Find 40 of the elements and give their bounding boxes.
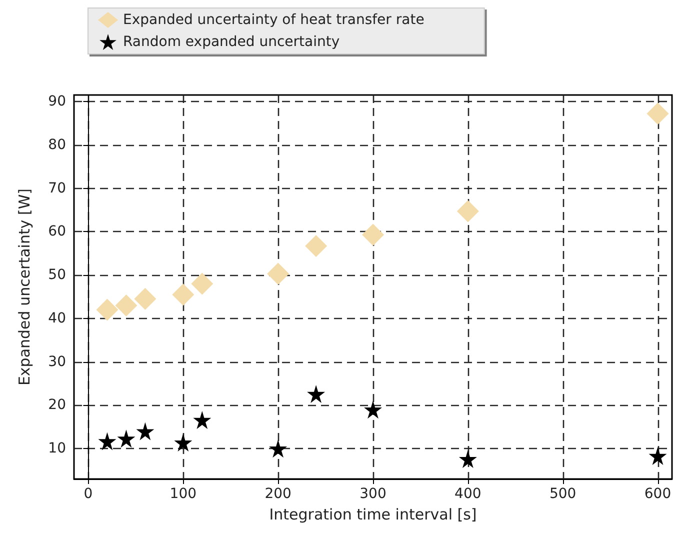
point [646, 102, 669, 125]
point [172, 284, 194, 306]
y-tick-label: 20 [48, 397, 66, 414]
legend-label: Random expanded uncertainty [123, 34, 340, 50]
point [269, 440, 288, 458]
point [456, 200, 479, 222]
x-tick-label: 0 [84, 486, 93, 502]
x-tick-label: 100 [170, 486, 197, 502]
y-tick-label: 80 [48, 136, 66, 153]
x-tick-label: 400 [454, 486, 482, 502]
x-tick-label: 200 [264, 486, 292, 502]
y-tick-label: 60 [48, 224, 66, 240]
point [267, 262, 290, 285]
y-tick-label: 30 [48, 354, 66, 370]
point [136, 422, 154, 440]
point [648, 447, 667, 466]
y-tick-label: 90 [48, 94, 66, 110]
point [307, 384, 326, 403]
y-tick-label: 40 [48, 310, 66, 326]
x-tick-label: 600 [644, 486, 672, 502]
y-tick-label: 10 [48, 440, 66, 457]
point [115, 294, 138, 316]
y-tick-label: 50 [48, 267, 66, 284]
point [191, 272, 214, 295]
y-tick-label: 70 [48, 180, 66, 196]
point [117, 430, 136, 448]
point [458, 450, 477, 468]
point [362, 224, 384, 246]
point [364, 400, 382, 419]
x-tick-label: 500 [549, 486, 576, 502]
point [174, 434, 192, 452]
y-axis-title: Expanded uncertainty [W] [16, 188, 34, 386]
x-axis-title: Integration time interval [s] [269, 506, 477, 524]
point [98, 432, 116, 450]
x-tick-label: 300 [360, 486, 386, 502]
legend-label: Expanded uncertainty of heat transfer rate [123, 12, 424, 28]
point [96, 298, 118, 321]
point [193, 410, 212, 429]
point [134, 288, 156, 310]
point [305, 234, 328, 257]
